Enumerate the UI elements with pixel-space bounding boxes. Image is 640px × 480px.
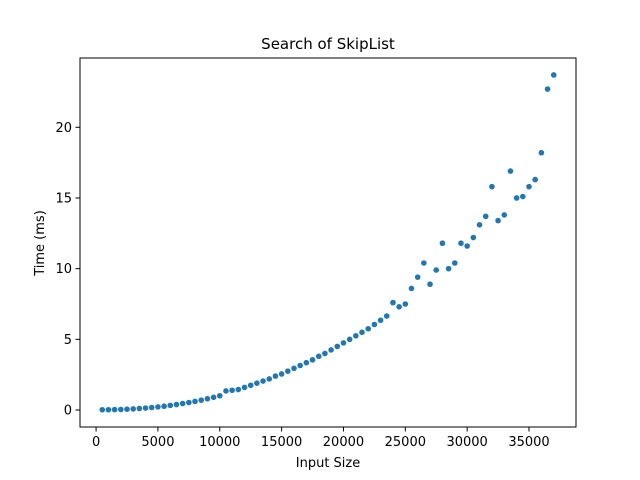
data-point (142, 405, 149, 411)
data-point (538, 149, 545, 156)
data-point (507, 168, 514, 174)
data-point (346, 336, 353, 343)
x-tick-label: 15000 (261, 435, 302, 450)
data-point (161, 403, 167, 410)
x-tick-label: 30000 (446, 435, 487, 450)
data-point (390, 299, 396, 306)
data-point (402, 301, 409, 307)
data-point (408, 285, 415, 292)
data-point (458, 240, 464, 247)
data-point (173, 401, 180, 408)
data-point (414, 274, 421, 280)
data-point (353, 333, 359, 339)
data-point (192, 398, 198, 405)
data-point (99, 406, 106, 413)
data-point (495, 217, 501, 224)
y-tick-label: 20 (55, 121, 72, 136)
data-point (229, 387, 235, 394)
x-tick-label: 25000 (385, 435, 426, 450)
data-point (377, 317, 384, 324)
data-point (383, 313, 390, 319)
data-point (340, 340, 347, 346)
data-point (482, 213, 489, 220)
data-point (235, 386, 242, 393)
data-point (291, 365, 297, 372)
x-tick-label: 35000 (508, 435, 549, 450)
data-point (105, 406, 112, 413)
plot-frame (79, 57, 577, 428)
data-point (136, 405, 143, 412)
data-point (532, 176, 538, 183)
data-points (99, 72, 557, 413)
data-point (118, 406, 124, 413)
data-point (513, 195, 520, 201)
data-point (526, 183, 532, 190)
data-point (396, 304, 402, 310)
data-point (124, 406, 130, 412)
data-point (260, 378, 266, 384)
data-point (315, 353, 322, 360)
data-point (421, 260, 427, 266)
data-point (550, 72, 557, 78)
x-tick-label: 5000 (141, 435, 174, 450)
data-point (155, 404, 161, 410)
data-point (278, 371, 285, 377)
x-axis-label: Input Size (296, 456, 360, 471)
data-point (167, 402, 174, 409)
data-point (297, 362, 303, 369)
data-point (433, 267, 440, 273)
data-point (544, 86, 551, 92)
data-point (445, 265, 452, 272)
data-point (210, 394, 217, 401)
data-point (272, 373, 279, 379)
data-point (328, 347, 334, 353)
data-point (179, 400, 186, 407)
data-point (303, 359, 310, 366)
y-tick-label: 0 (64, 404, 72, 419)
data-point (247, 382, 254, 389)
data-point (130, 406, 136, 412)
data-point (223, 388, 229, 394)
data-point (111, 406, 118, 413)
data-point (216, 392, 223, 399)
data-point (241, 384, 248, 391)
data-point (464, 243, 470, 249)
data-point (359, 329, 365, 336)
data-point (322, 350, 328, 357)
data-point (427, 281, 433, 288)
data-point (148, 404, 155, 411)
data-point (334, 343, 341, 350)
data-point (371, 321, 378, 328)
y-axis-ticks: 0 5 10 15 20 (55, 121, 80, 419)
data-point (285, 368, 291, 374)
x-tick-label: 20000 (323, 435, 364, 450)
y-tick-label: 5 (64, 333, 72, 348)
data-point (365, 325, 372, 332)
chart-title: Search of SkipList (261, 35, 395, 53)
data-point (186, 399, 192, 406)
y-axis-label: Time (ms) (33, 210, 48, 277)
data-point (309, 357, 316, 363)
data-point (254, 380, 260, 386)
data-point (489, 183, 495, 190)
x-tick-label: 10000 (199, 435, 240, 450)
data-point (470, 234, 477, 241)
data-point (476, 222, 483, 228)
data-point (439, 240, 446, 247)
data-point (204, 395, 211, 402)
y-tick-label: 10 (55, 262, 72, 277)
data-point (266, 376, 273, 382)
data-point (198, 397, 205, 403)
x-tick-label: 0 (92, 435, 100, 450)
data-point (451, 260, 458, 266)
x-axis-ticks: 0 5000 10000 15000 20000 25000 30000 35000 (92, 427, 550, 450)
y-tick-label: 15 (55, 191, 72, 206)
data-point (501, 212, 508, 218)
data-point (520, 193, 526, 200)
